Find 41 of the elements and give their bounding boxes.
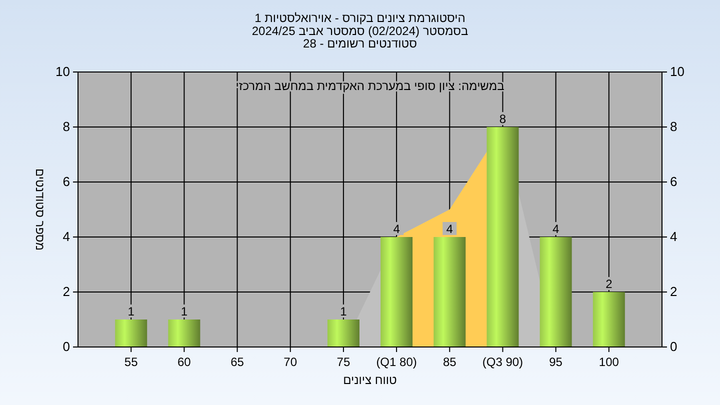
bar — [540, 237, 572, 347]
y-tick-label: 2 — [62, 284, 70, 299]
data-label: 1 — [128, 304, 135, 318]
x-tick-label: (Q3 90) — [482, 355, 524, 369]
x-tick-label: 95 — [549, 355, 563, 369]
chart-subtitle: בסמסטר (02/2024) סמסטר אביב 2024/25 סטודנטים רשומים - 28 — [252, 24, 468, 50]
bar — [115, 320, 148, 347]
chart-title: היסטוגרמת ציונים בקורס - אוירואלסטיות 1 — [254, 11, 466, 25]
y-tick-label: 10 — [56, 64, 70, 79]
x-tick-label: 60 — [178, 355, 192, 369]
x-tick-label: 65 — [230, 355, 244, 369]
bar — [327, 320, 360, 347]
data-label: 4 — [393, 222, 400, 236]
data-label: 1 — [340, 304, 348, 318]
data-label: 1 — [180, 304, 188, 318]
data-label: 4 — [552, 222, 560, 236]
y-tick-label: 6 — [62, 174, 70, 189]
bar — [380, 237, 413, 347]
bar — [168, 320, 200, 347]
x-tick-label: 75 — [336, 355, 350, 369]
x-tick-label: 70 — [284, 355, 298, 369]
x-tick-label: 55 — [124, 355, 138, 369]
y2-tick-label: 6 — [670, 174, 678, 189]
data-label: 4 — [446, 222, 454, 236]
data-label: 2 — [606, 277, 613, 291]
y2-tick-label: 10 — [670, 64, 684, 79]
y2-tick-label: 0 — [670, 339, 678, 354]
bar — [592, 292, 625, 347]
data-label: 8 — [499, 112, 506, 126]
y-tick-label: 8 — [62, 119, 70, 134]
bar — [434, 237, 466, 347]
x-axis-title: טווח ציונים — [343, 373, 398, 387]
y-tick-label: 0 — [62, 339, 70, 354]
x-tick-label: 85 — [442, 355, 457, 369]
x-tick-label: (Q1 80) — [376, 355, 417, 369]
y-axis-title: מספר סטודנטים — [33, 168, 47, 251]
y2-tick-label: 8 — [670, 119, 678, 134]
y2-tick-label: 2 — [670, 284, 678, 299]
x-tick-label: 100 — [598, 355, 620, 369]
y2-tick-label: 4 — [670, 229, 678, 244]
y-tick-label: 4 — [62, 229, 70, 244]
